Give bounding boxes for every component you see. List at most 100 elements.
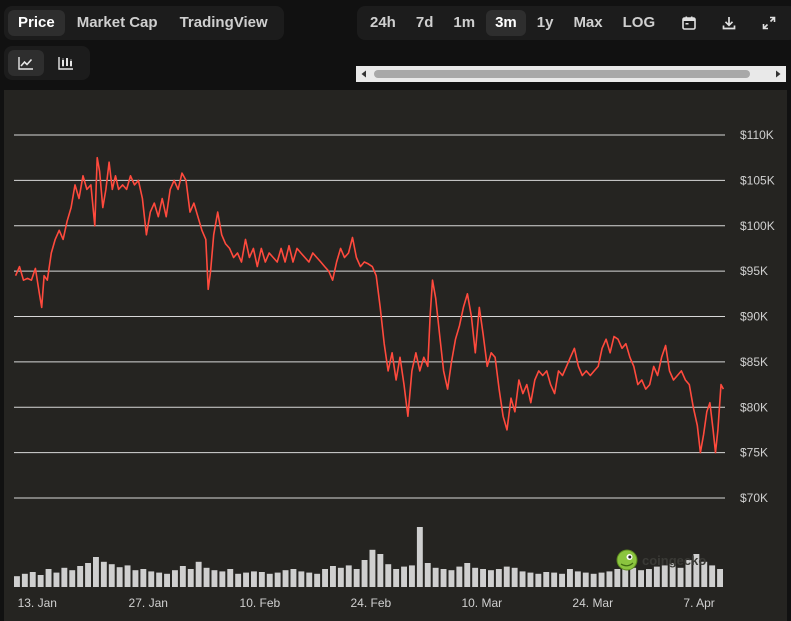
- y-tick-label: $80K: [740, 400, 768, 414]
- volume-bar: [148, 571, 155, 587]
- scroll-thumb[interactable]: [374, 70, 750, 78]
- y-tick-label: $110K: [740, 128, 774, 142]
- volume-bar: [211, 570, 218, 587]
- volume-bar: [377, 554, 384, 587]
- volume-bar: [337, 567, 344, 587]
- range-3m-button[interactable]: 3m: [486, 10, 526, 36]
- y-tick-label: $95K: [740, 264, 768, 278]
- volume-bar: [709, 565, 716, 587]
- tab-market-cap[interactable]: Market Cap: [76, 14, 158, 31]
- range-log-button[interactable]: LOG: [622, 14, 656, 31]
- volume-bar: [69, 570, 76, 587]
- volume-bar: [203, 567, 210, 587]
- range-max-button[interactable]: Max: [573, 14, 603, 31]
- volume-bar: [322, 569, 328, 587]
- volume-bar: [638, 570, 644, 587]
- chart-type-toggle: [4, 46, 90, 80]
- volume-bar: [393, 569, 400, 587]
- x-tick-label: 10. Mar: [461, 596, 502, 610]
- volume-bar: [401, 566, 407, 587]
- volume-bar: [701, 561, 708, 587]
- volume-bar: [361, 560, 368, 587]
- x-tick-label: 27. Jan: [129, 596, 168, 610]
- download-button[interactable]: [712, 10, 746, 36]
- scroll-right-button[interactable]: [770, 66, 786, 82]
- volume-bar: [598, 572, 605, 587]
- price-series-line: [14, 156, 725, 454]
- volume-bar: [677, 567, 684, 587]
- expand-button[interactable]: [752, 10, 786, 36]
- range-7d-button[interactable]: 7d: [415, 14, 434, 31]
- y-tick-label: $105K: [740, 173, 775, 187]
- scroll-left-button[interactable]: [356, 66, 372, 82]
- volume-bar: [669, 563, 676, 587]
- x-tick-label: 10. Feb: [240, 596, 281, 610]
- range-24h-button[interactable]: 24h: [370, 14, 396, 31]
- x-tick-label: 24. Mar: [572, 596, 613, 610]
- volume-bar: [187, 569, 194, 587]
- expand-icon: [762, 16, 776, 30]
- triangle-right-icon: [776, 70, 781, 78]
- line-chart-button[interactable]: [8, 50, 44, 76]
- volume-bar: [519, 571, 526, 587]
- volume-bar: [559, 573, 565, 587]
- price-chart: $110K $105K $100K $95K $90K $85K $80K $75K $70K 1…: [4, 90, 787, 621]
- volume-bar: [258, 572, 265, 587]
- volume-bar: [77, 566, 84, 587]
- volume-bar: [488, 570, 494, 587]
- x-tick-label: 7. Apr: [683, 596, 714, 610]
- volume-bar: [330, 566, 336, 587]
- chart-canvas[interactable]: $110K $105K $100K $95K $90K $85K $80K $75K $70K 1…: [4, 90, 787, 621]
- volume-bar: [448, 570, 455, 587]
- top-toolbar: Price Market Cap TradingView 24h 7d 1m 3m 1y Ma…: [0, 0, 791, 90]
- volume-bar: [37, 575, 44, 587]
- y-tick-label: $90K: [740, 310, 768, 324]
- volume-bar: [132, 570, 139, 587]
- volume-bar: [29, 572, 36, 587]
- volume-bar: [527, 572, 534, 587]
- volume-bar: [298, 571, 305, 587]
- volume-bar: [472, 567, 479, 587]
- coingecko-watermark: coingecko: [616, 548, 706, 572]
- watermark-text: coingecko: [642, 552, 707, 568]
- volume-bar: [464, 563, 471, 587]
- volume-bar: [622, 566, 629, 587]
- volume-bar: [140, 569, 147, 587]
- volume-bar: [124, 565, 131, 587]
- volume-bar: [567, 569, 573, 587]
- volume-bar: [717, 569, 723, 587]
- volume-bar: [409, 565, 415, 587]
- volume-bar: [606, 571, 613, 587]
- volume-bar: [653, 566, 660, 587]
- volume-bar: [614, 569, 621, 587]
- candlestick-chart-button[interactable]: [48, 50, 84, 76]
- range-1m-button[interactable]: 1m: [453, 14, 476, 31]
- volume-bar: [369, 549, 376, 587]
- chart-navigator-scrollbar[interactable]: [356, 66, 786, 82]
- volume-bar: [353, 569, 360, 587]
- volume-bar: [243, 572, 249, 587]
- volume-bar: [282, 570, 289, 587]
- volume-bar: [100, 561, 107, 587]
- volume-bar: [424, 563, 431, 587]
- y-tick-label: $85K: [740, 355, 768, 369]
- x-tick-label: 13. Jan: [18, 596, 57, 610]
- volume-bar: [156, 572, 163, 587]
- volume-bar: [172, 570, 178, 587]
- calendar-button[interactable]: [672, 10, 706, 36]
- volume-bar: [416, 527, 423, 587]
- x-tick-label: 24. Feb: [350, 596, 391, 610]
- y-tick-label: $100K: [740, 219, 775, 233]
- volume-bar: [480, 569, 486, 587]
- tab-tradingview[interactable]: TradingView: [179, 14, 268, 31]
- tab-price[interactable]: Price: [8, 10, 65, 36]
- volume-bar: [385, 564, 392, 587]
- volume-bar: [93, 557, 99, 587]
- range-1y-button[interactable]: 1y: [536, 14, 554, 31]
- volume-bar: [116, 567, 123, 587]
- volume-bar: [108, 564, 115, 587]
- volume-bar: [274, 572, 281, 587]
- volume-bar: [45, 569, 52, 587]
- volume-bar: [251, 571, 257, 587]
- volume-bar: [306, 572, 313, 587]
